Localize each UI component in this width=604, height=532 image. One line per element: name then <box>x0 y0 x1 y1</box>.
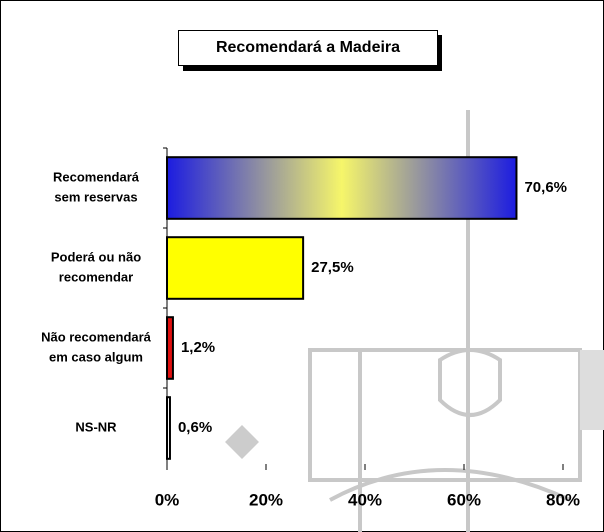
bar <box>166 316 174 380</box>
bar <box>166 236 305 300</box>
value-label: 1,2% <box>181 339 215 356</box>
value-label: 70,6% <box>524 179 567 196</box>
y-tick-label: Recomendará <box>53 169 140 184</box>
value-label: 0,6% <box>178 419 212 436</box>
bar <box>166 156 518 220</box>
y-tick-label: NS-NR <box>75 419 117 434</box>
title-box <box>178 30 438 66</box>
x-tick-label: 20% <box>249 490 283 509</box>
y-tick-label: Não recomendará <box>41 329 152 344</box>
y-tick-label: em caso algum <box>49 349 143 364</box>
bar <box>166 396 171 460</box>
y-tick-label: sem reservas <box>54 189 137 204</box>
x-tick-label: 40% <box>348 490 382 509</box>
x-tick-label: 0% <box>155 490 180 509</box>
value-label: 27,5% <box>311 259 354 276</box>
chart-title: Recomendará a Madeira <box>216 39 400 56</box>
x-tick-label: 60% <box>447 490 481 509</box>
y-tick-label: Poderá ou não <box>51 249 141 264</box>
x-tick-label: 80% <box>546 490 580 509</box>
y-tick-label: recomendar <box>59 269 133 284</box>
